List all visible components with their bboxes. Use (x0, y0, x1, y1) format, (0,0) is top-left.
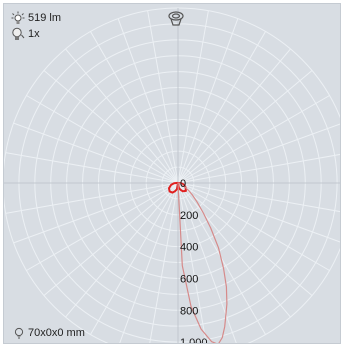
grid-spoke (65, 182, 179, 318)
dimension-bulb-icon (14, 327, 24, 339)
grid-spoke (177, 153, 340, 184)
luminaire-top-icon (167, 10, 185, 33)
grid-spoke (5, 182, 179, 214)
grid-spoke (13, 122, 179, 184)
luminous-flux-value: 519 lm (28, 12, 62, 24)
dimensions-value: 70x0x0 mm (28, 327, 85, 339)
grid-spoke (177, 182, 313, 296)
grid-spoke (177, 182, 340, 243)
lamp-count-value: 1x (28, 28, 40, 40)
radial-tick-label: 800 (180, 305, 198, 317)
grid-spoke (65, 48, 179, 184)
grid-spoke (177, 182, 330, 271)
radial-tick-label: 600 (180, 273, 198, 285)
grid-spoke (117, 18, 179, 184)
series-c90-curve (177, 182, 228, 343)
grid-spoke (26, 182, 179, 271)
grid-spoke (119, 182, 179, 343)
grid-spoke (177, 70, 313, 184)
grid-spoke (177, 182, 291, 318)
grid-spoke (147, 10, 179, 184)
grid-spoke (43, 182, 179, 296)
bulb-rays-icon (11, 11, 25, 24)
dimensions-indicator: 70x0x0 mm (13, 327, 85, 339)
lamp-count-indicator: 1x (11, 27, 40, 41)
grid-spoke (177, 182, 237, 343)
radial-tick-label: 1 000 (180, 337, 208, 343)
grid-spoke (177, 31, 266, 184)
grid-spoke (177, 182, 207, 343)
grid-spoke (90, 182, 179, 335)
grid-spoke (177, 10, 209, 184)
grid-spoke (13, 182, 179, 244)
radial-tick-label: 0 (180, 178, 186, 190)
lamp-bulb-icon (12, 27, 25, 40)
radial-tick-label: 400 (180, 242, 198, 254)
grid-spoke (90, 31, 179, 184)
luminous-flux-indicator: 519 lm (11, 11, 61, 25)
photometric-diagram: 0 200 400 600 800 1 000 519 lm 1x (3, 3, 341, 344)
grid-spoke (5, 152, 179, 184)
grid-spoke (149, 182, 179, 343)
grid-spoke (26, 95, 179, 184)
grid-spoke (177, 48, 291, 184)
grid-spoke (177, 95, 330, 184)
grid-spoke (177, 182, 340, 213)
polar-chart: 0 200 400 600 800 1 000 (4, 7, 340, 343)
grid-spoke (177, 18, 239, 184)
radial-tick-label: 200 (180, 210, 198, 222)
grid-spoke (43, 70, 179, 184)
grid-spoke (177, 123, 340, 184)
